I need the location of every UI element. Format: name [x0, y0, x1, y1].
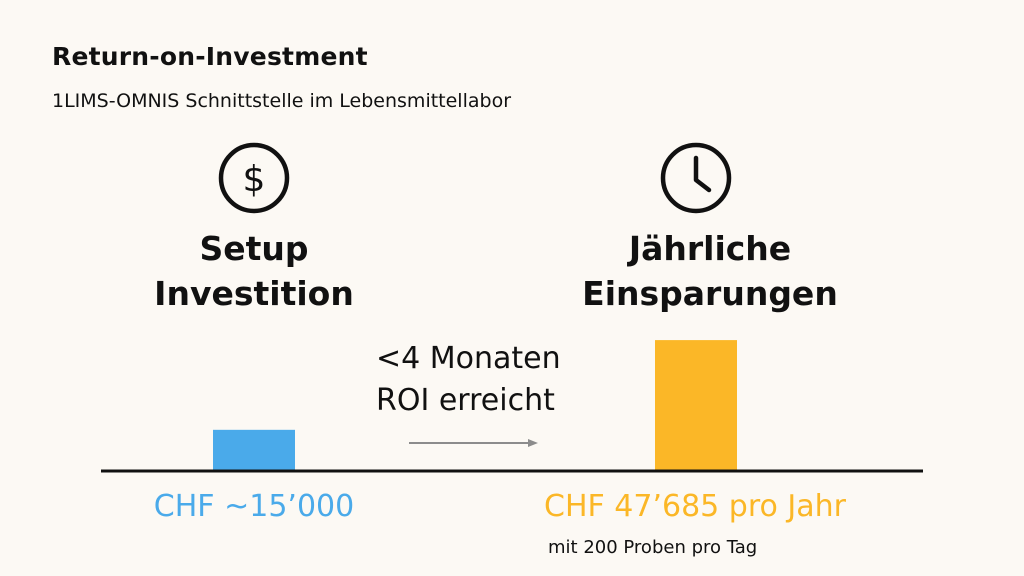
clock-icon — [660, 142, 732, 214]
setup-investment-heading: Setup Investition — [84, 226, 424, 316]
bar-annual-savings — [655, 340, 737, 471]
savings-heading-line2: Einsparungen — [582, 274, 838, 313]
roi-statement: <4 Monaten ROI erreicht — [376, 338, 616, 422]
setup-heading-line2: Investition — [154, 274, 354, 313]
svg-text:$: $ — [243, 159, 266, 200]
dollar-icon: $ — [218, 142, 290, 214]
page-subtitle: 1LIMS-OMNIS Schnittstelle im Lebensmitte… — [52, 90, 512, 112]
investment-amount: CHF ~15’000 — [153, 489, 355, 524]
bar-setup-investment — [213, 429, 295, 471]
annual-savings-heading: Jährliche Einsparungen — [540, 226, 880, 316]
savings-note: mit 200 Proben pro Tag — [548, 537, 758, 558]
roi-arrow-head — [528, 439, 538, 447]
savings-amount: CHF 47’685 pro Jahr — [544, 489, 846, 524]
savings-heading-line1: Jährliche — [628, 229, 792, 268]
roi-line1: <4 Monaten — [376, 341, 561, 376]
setup-heading-line1: Setup — [199, 229, 309, 268]
roi-line2: ROI erreicht — [376, 383, 555, 418]
page-title: Return-on-Investment — [52, 42, 368, 71]
